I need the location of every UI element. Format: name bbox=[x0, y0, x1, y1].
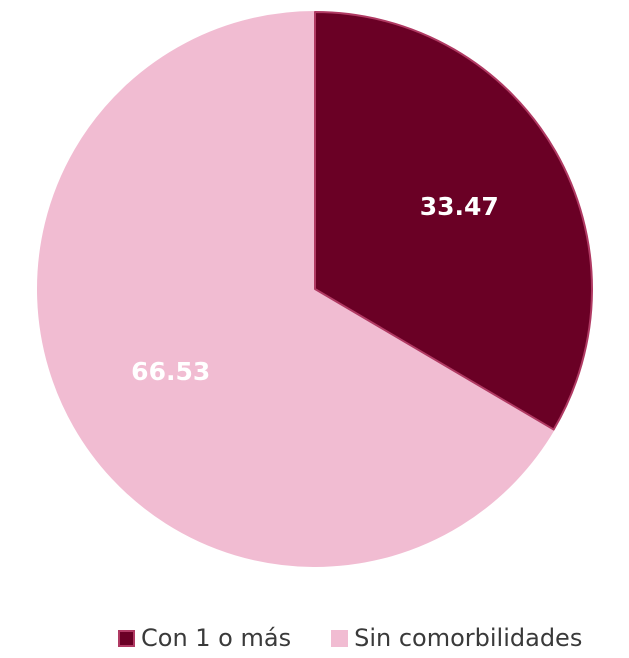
data-label-con-1-o-mas: 33.47 bbox=[420, 192, 499, 221]
pie-chart: 33.47 66.53 bbox=[37, 11, 593, 567]
legend-label-con-1-o-mas: Con 1 o más bbox=[141, 624, 292, 652]
legend: Con 1 o más Sin comorbilidades bbox=[118, 618, 582, 658]
data-label-sin-comorbilidades: 66.53 bbox=[131, 357, 210, 386]
legend-item-con-1-o-mas: Con 1 o más bbox=[118, 624, 291, 652]
legend-item-sin-comorbilidades: Sin comorbilidades bbox=[331, 624, 582, 652]
legend-swatch-sin-comorbilidades bbox=[331, 629, 349, 647]
legend-swatch-con-1-o-mas bbox=[118, 629, 135, 647]
pie-slice-sin-comorbilidades bbox=[37, 11, 555, 567]
pie-slice-con-1-o-mas bbox=[314, 11, 593, 431]
pie-slices bbox=[37, 11, 593, 567]
legend-label-sin-comorbilidades: Sin comorbilidades bbox=[354, 624, 583, 652]
pie-data-labels: 33.47 66.53 bbox=[131, 192, 499, 386]
